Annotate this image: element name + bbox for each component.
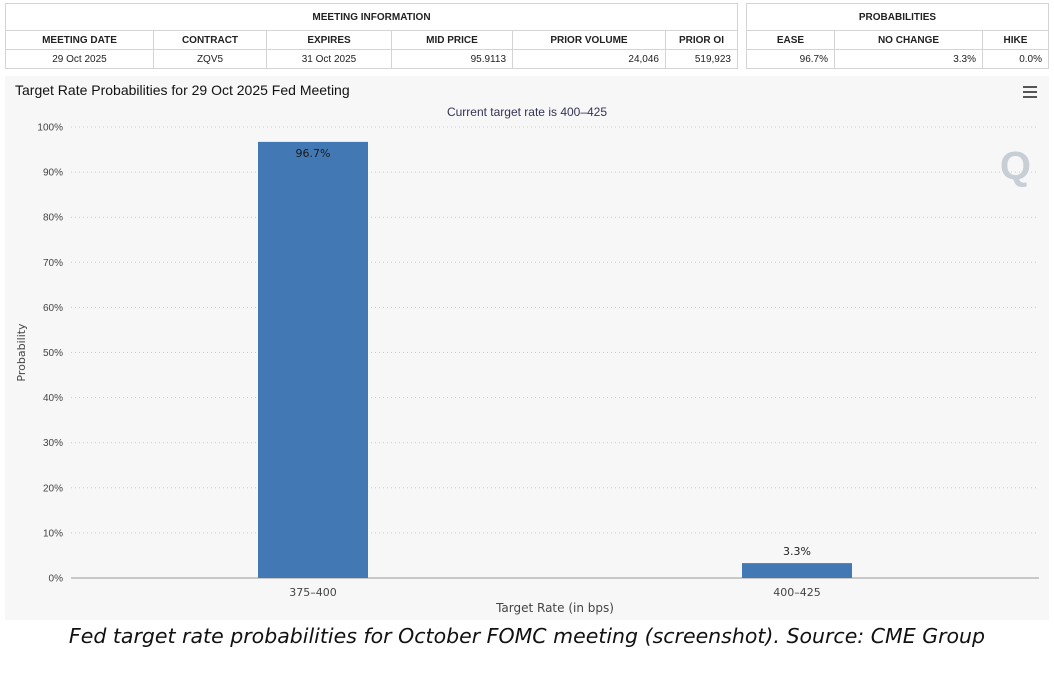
value-no-change: 3.3%: [834, 49, 983, 69]
header-no-change: NO CHANGE: [834, 30, 983, 50]
header-expires: EXPIRES: [266, 30, 392, 50]
value-hike: 0.0%: [982, 49, 1049, 69]
y-tick-label: 60%: [43, 303, 63, 314]
probabilities-title: PROBABILITIES: [746, 3, 1049, 31]
y-tick-label: 50%: [43, 348, 63, 359]
hamburger-menu-icon[interactable]: [1023, 86, 1037, 101]
y-tick-label: 40%: [43, 393, 63, 404]
bar-375–400: [258, 141, 368, 578]
value-prior-volume: 24,046: [512, 49, 666, 69]
probabilities-table: PROBABILITIES EASE NO CHANGE HIKE 96.7% …: [746, 3, 1049, 69]
bar-400–425: [742, 563, 852, 578]
x-axis-title: Target Rate (in bps): [495, 601, 614, 615]
value-contract: ZQV5: [153, 49, 267, 69]
value-prior-oi: 519,923: [665, 49, 738, 69]
value-expires: 31 Oct 2025: [266, 49, 392, 69]
y-tick-label: 100%: [37, 123, 63, 134]
probability-bar-chart: 0% 10% 20% 30% 40% 50% 60% 70% 80% 90% 100% 96.7% 37…: [15, 123, 1039, 615]
meeting-information-table: MEETING INFORMATION MEETING DATE CONTRAC…: [5, 3, 738, 69]
watermark-logo-icon: Q: [999, 144, 1031, 188]
y-tick-label: 0%: [49, 574, 64, 585]
header-hike: HIKE: [982, 30, 1049, 50]
data-label: 3.3%: [783, 545, 811, 558]
header-mid-price: MID PRICE: [391, 30, 513, 50]
value-mid-price: 95.9113: [391, 49, 513, 69]
header-prior-volume: PRIOR VOLUME: [512, 30, 666, 50]
value-ease: 96.7%: [746, 49, 835, 69]
y-tick-label: 30%: [43, 438, 63, 449]
figure-caption: Fed target rate probabilities for Octobe…: [68, 624, 986, 648]
value-meeting-date: 29 Oct 2025: [5, 49, 154, 69]
y-tick-label: 80%: [43, 213, 63, 224]
chart-panel: 0% 10% 20% 30% 40% 50% 60% 70% 80% 90% 100% 96.7% 37…: [5, 76, 1049, 620]
y-axis-title: Probability: [15, 323, 28, 382]
y-tick-label: 10%: [43, 528, 63, 539]
x-tick-label: 375–400: [289, 586, 337, 599]
meeting-information-title: MEETING INFORMATION: [5, 3, 738, 31]
chart-subtitle: Current target rate is 400–425: [446, 105, 608, 119]
header-meeting-date: MEETING DATE: [5, 30, 154, 50]
header-ease: EASE: [746, 30, 835, 50]
x-tick-label: 400–425: [773, 586, 821, 599]
chart-title: Target Rate Probabilities for 29 Oct 202…: [15, 82, 350, 98]
data-label: 96.7%: [296, 147, 331, 160]
y-tick-label: 70%: [43, 258, 63, 269]
header-prior-oi: PRIOR OI: [665, 30, 738, 50]
header-contract: CONTRACT: [153, 30, 267, 50]
y-tick-label: 20%: [43, 483, 63, 494]
y-tick-label: 90%: [43, 168, 63, 179]
